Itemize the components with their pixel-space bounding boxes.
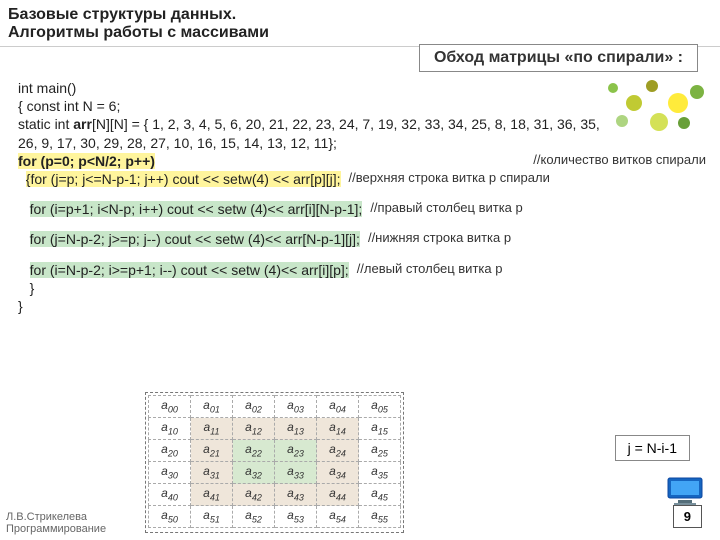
matrix-cell: a52 xyxy=(233,506,275,528)
matrix-cell: a13 xyxy=(275,418,317,440)
matrix-diagram: a00a01a02a03a04a05a10a11a12a13a14a15a20a… xyxy=(145,392,404,533)
matrix-cell: a23 xyxy=(275,440,317,462)
matrix-cell: a33 xyxy=(275,462,317,484)
matrix-cell: a51 xyxy=(191,506,233,528)
matrix-cell: a21 xyxy=(191,440,233,462)
decorative-dots xyxy=(598,75,708,135)
matrix-cell: a14 xyxy=(317,418,359,440)
loop-outer: for (p=0; p<N/2; p++) xyxy=(18,153,155,169)
matrix-cell: a43 xyxy=(275,484,317,506)
matrix-cell: a00 xyxy=(149,396,191,418)
matrix-cell: a45 xyxy=(359,484,401,506)
formula-box: j = N-i-1 xyxy=(615,435,690,461)
matrix-table: a00a01a02a03a04a05a10a11a12a13a14a15a20a… xyxy=(148,395,401,528)
matrix-cell: a03 xyxy=(275,396,317,418)
comment: //количество витков спирали xyxy=(155,152,716,170)
matrix-cell: a35 xyxy=(359,462,401,484)
header: Базовые структуры данных. Алгоритмы рабо… xyxy=(0,0,720,47)
matrix-cell: a04 xyxy=(317,396,359,418)
loop-right: for (i=p+1; i<N-p; i++) cout << setw (4)… xyxy=(30,201,363,217)
matrix-cell: a15 xyxy=(359,418,401,440)
comment: //верхняя строка витка p спирали xyxy=(341,170,716,188)
matrix-cell: a24 xyxy=(317,440,359,462)
title-line1: Базовые структуры данных. xyxy=(8,6,712,24)
loop-left: for (i=N-p-2; i>=p+1; i--) cout << setw … xyxy=(30,262,349,278)
comment: //правый столбец витка p xyxy=(362,200,716,218)
comment: //нижняя строка витка p xyxy=(360,230,716,248)
matrix-cell: a40 xyxy=(149,484,191,506)
title-line2: Алгоритмы работы с массивами xyxy=(8,24,712,42)
comment: //левый столбец витка p xyxy=(349,261,716,279)
matrix-cell: a53 xyxy=(275,506,317,528)
subtitle-box: Обход матрицы «по спирали» : xyxy=(419,44,698,72)
page-number: 9 xyxy=(684,509,691,524)
matrix-cell: a05 xyxy=(359,396,401,418)
matrix-cell: a42 xyxy=(233,484,275,506)
matrix-cell: a44 xyxy=(317,484,359,506)
loop-top: {for (j=p; j<=N-p-1; j++) cout << setw(4… xyxy=(26,171,341,187)
matrix-cell: a50 xyxy=(149,506,191,528)
footer-author: Л.В.Стрикелева xyxy=(6,511,106,524)
matrix-cell: a10 xyxy=(149,418,191,440)
code-row: for (i=p+1; i<N-p; i++) cout << setw (4)… xyxy=(18,200,716,218)
code-line: } xyxy=(18,297,716,315)
footer-course: Программирование xyxy=(6,523,106,536)
code-row: for (p=0; p<N/2; p++) //количество витко… xyxy=(18,152,716,170)
matrix-cell: a30 xyxy=(149,462,191,484)
matrix-cell: a01 xyxy=(191,396,233,418)
formula-text: j = N-i-1 xyxy=(628,440,677,456)
subtitle-text: Обход матрицы «по спирали» : xyxy=(434,49,683,66)
monitor-icon xyxy=(664,476,706,506)
code-row: for (i=N-p-2; i>=p+1; i--) cout << setw … xyxy=(18,261,716,279)
matrix-cell: a20 xyxy=(149,440,191,462)
matrix-cell: a22 xyxy=(233,440,275,462)
matrix-cell: a31 xyxy=(191,462,233,484)
matrix-cell: a12 xyxy=(233,418,275,440)
matrix-cell: a54 xyxy=(317,506,359,528)
page-number-badge: 9 xyxy=(673,505,702,528)
matrix-cell: a11 xyxy=(191,418,233,440)
code-row: {for (j=p; j<=N-p-1; j++) cout << setw(4… xyxy=(18,170,716,188)
matrix-cell: a41 xyxy=(191,484,233,506)
matrix-cell: a25 xyxy=(359,440,401,462)
loop-bottom: for (j=N-p-2; j>=p; j--) cout << setw (4… xyxy=(30,231,360,247)
footer: Л.В.Стрикелева Программирование xyxy=(6,511,106,536)
matrix-cell: a32 xyxy=(233,462,275,484)
matrix-cell: a55 xyxy=(359,506,401,528)
matrix-cell: a02 xyxy=(233,396,275,418)
code-line: 26, 9, 17, 30, 29, 28, 27, 10, 16, 15, 1… xyxy=(18,134,716,152)
matrix-cell: a34 xyxy=(317,462,359,484)
code-line: } xyxy=(18,279,716,297)
code-row: for (j=N-p-2; j>=p; j--) cout << setw (4… xyxy=(18,230,716,248)
